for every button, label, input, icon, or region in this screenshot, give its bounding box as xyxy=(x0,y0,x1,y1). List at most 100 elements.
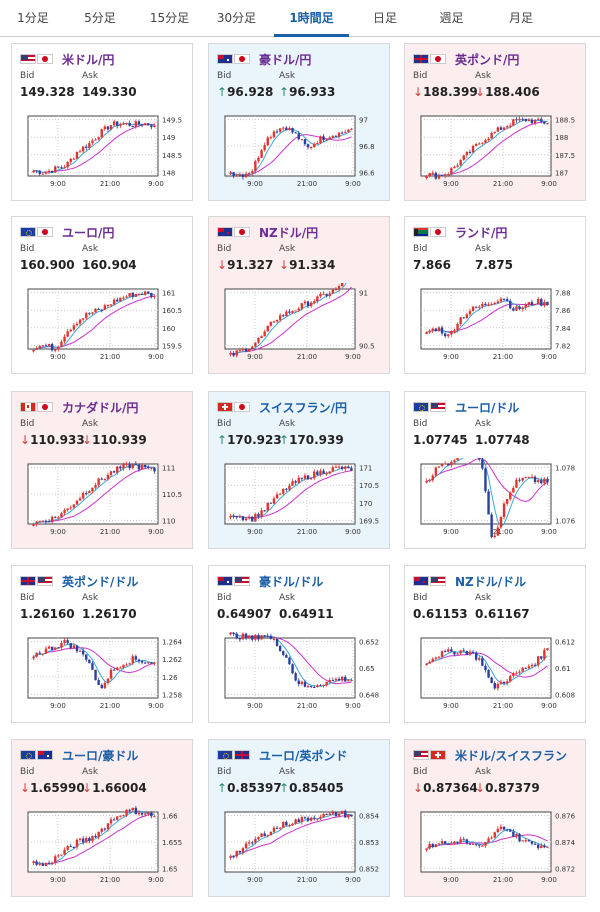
tab-5[interactable]: 日足 xyxy=(372,11,397,25)
pair-name[interactable]: 英ポンド/ドル xyxy=(62,574,139,589)
candle-body xyxy=(260,510,263,517)
tab-0[interactable]: 1分足 xyxy=(17,11,49,25)
candle-body xyxy=(153,467,156,472)
candle-body xyxy=(484,468,487,492)
candle-body xyxy=(131,656,134,664)
rate-card[interactable]: ユーロ/円 Bid Ask 160.900 160.904 161 160.5 160 159.… xyxy=(11,216,193,374)
pair-name[interactable]: ユーロ/ドル xyxy=(455,400,520,415)
candle-body xyxy=(272,321,276,323)
rate-card[interactable]: NZドル/円 Bid Ask ↓91.327 ↓91.334 91 90.5 9:00 21:0… xyxy=(208,216,390,374)
pair-name[interactable]: ユーロ/円 xyxy=(62,225,115,240)
x-tick-label: 9:00 xyxy=(541,528,557,536)
candle-body xyxy=(459,159,462,166)
candle-body xyxy=(478,658,481,660)
candle-body xyxy=(450,168,453,175)
bid-label: Bid xyxy=(20,419,35,429)
rate-card[interactable]: ランド/円 Bid Ask 7.866 7.875 7.88 7.86 7.84 7.82 9:0… xyxy=(404,216,586,374)
x-tick-label: 9:00 xyxy=(148,702,164,710)
candle-body xyxy=(143,464,147,468)
candle-body xyxy=(137,121,141,125)
y-tick-label: 0.608 xyxy=(555,691,575,699)
arrow-up-icon: ↑ xyxy=(279,781,290,795)
pair-name[interactable]: 英ポンド/円 xyxy=(455,52,520,67)
candle-body xyxy=(278,315,282,320)
candle-body xyxy=(38,346,41,349)
candle-body xyxy=(443,841,447,844)
candle-body xyxy=(147,467,150,469)
candle-body xyxy=(331,680,335,682)
ma-long-line xyxy=(426,458,548,503)
tab-3[interactable]: 30分足 xyxy=(216,11,257,25)
ask-label: Ask xyxy=(475,593,492,603)
rate-card[interactable]: ユーロ/英ポンド Bid Ask ↑0.85397 ↑0.85405 0.854 0.853… xyxy=(208,739,390,897)
rate-card[interactable]: カナダドル/円 Bid Ask ↓110.933 ↓110.939 111 110.5 110… xyxy=(11,391,193,549)
rate-card[interactable]: 米ドル/スイスフラン Bid Ask ↓0.87364 ↓0.87379 0.876 0.8… xyxy=(404,739,586,897)
candle-body xyxy=(530,476,534,478)
ma-short-line xyxy=(230,812,352,857)
pair-name[interactable]: 豪ドル/円 xyxy=(259,52,312,67)
candle-body xyxy=(294,481,297,483)
pair-name[interactable]: 豪ドル/ドル xyxy=(259,574,324,589)
pair-name[interactable]: ユーロ/豪ドル xyxy=(62,748,139,763)
tab-1[interactable]: 5分足 xyxy=(84,11,116,25)
candle-body xyxy=(509,675,512,682)
candle-body xyxy=(527,476,531,478)
pair-name[interactable]: ランド/円 xyxy=(455,225,508,240)
candle-body xyxy=(434,467,438,476)
x-tick-label: 21:00 xyxy=(297,876,317,884)
candle-body xyxy=(334,135,338,137)
candle-body xyxy=(337,466,341,468)
tab-2[interactable]: 15分足 xyxy=(149,11,190,25)
candle-body xyxy=(238,174,242,176)
candle-body xyxy=(100,478,103,480)
bid-label: Bid xyxy=(413,767,428,777)
rate-card[interactable]: 英ポンド/円 Bid Ask ↓188.399 ↓188.406 188.5 188 187.… xyxy=(404,43,586,201)
candle-body xyxy=(35,521,38,525)
y-tick-label: 1.258 xyxy=(162,691,182,699)
flag-ca-icon xyxy=(20,402,36,412)
candle-body xyxy=(515,672,518,674)
candle-body xyxy=(347,814,350,818)
candle-body xyxy=(533,119,537,124)
chart-frame xyxy=(224,637,356,699)
y-tick-label: 1.26 xyxy=(162,674,178,682)
pair-name[interactable]: NZドル/円 xyxy=(259,225,319,240)
tab-6[interactable]: 週足 xyxy=(439,11,464,25)
rate-card[interactable]: ユーロ/豪ドル Bid Ask ↓1.65990 ↓1.66004 1.66 1.655 1.… xyxy=(11,739,193,897)
rate-card[interactable]: 英ポンド/ドル Bid Ask 1.26160 1.26170 1.264 1.262 1.2… xyxy=(11,565,193,723)
candle-body xyxy=(484,303,487,306)
pair-name[interactable]: NZドル/ドル xyxy=(455,574,527,589)
tab-4[interactable]: 1時間足 xyxy=(268,0,355,37)
candle-body xyxy=(533,843,537,845)
pair-name[interactable]: 米ドル/円 xyxy=(62,52,115,67)
pair-name[interactable]: 米ドル/スイスフラン xyxy=(455,748,568,763)
tab-7[interactable]: 月足 xyxy=(508,11,533,25)
candle-body xyxy=(78,151,82,153)
rate-card[interactable]: 豪ドル/ドル Bid Ask 0.64907 0.64911 0.652 0.65 0.648… xyxy=(208,565,390,723)
candle-body xyxy=(487,670,490,678)
ask-value: 160.904 xyxy=(82,258,137,272)
candle-body xyxy=(316,143,319,145)
pair-name[interactable]: ユーロ/英ポンド xyxy=(259,748,348,763)
candle-body xyxy=(509,829,512,832)
rate-card[interactable]: 豪ドル/円 Bid Ask ↑96.928 ↑96.933 97 96.8 96.6 9:00 2… xyxy=(208,43,390,201)
candle-body xyxy=(125,664,128,666)
candle-body xyxy=(116,466,119,473)
rate-card[interactable]: スイスフラン/円 Bid Ask ↑170.923 ↑170.939 171 170.5 17… xyxy=(208,391,390,549)
candle-body xyxy=(471,306,475,312)
pair-name[interactable]: スイスフラン/円 xyxy=(259,400,348,415)
y-tick-label: 149.5 xyxy=(162,117,182,125)
candle-body xyxy=(269,831,273,836)
rate-card[interactable]: NZドル/ドル Bid Ask 0.61153 0.61167 0.612 0.61 0.60… xyxy=(404,565,586,723)
candle-body xyxy=(505,126,509,128)
chart-frame xyxy=(224,811,356,873)
candle-body xyxy=(540,845,543,849)
candle-body xyxy=(229,516,232,518)
rate-card[interactable]: 米ドル/円 Bid Ask 149.328 149.330 149.5 149 148.5 14… xyxy=(11,43,193,201)
rate-card[interactable]: ユーロ/ドル Bid Ask 1.07745 1.07748 1.078 1.076 9:00… xyxy=(404,391,586,549)
pair-name[interactable]: カナダドル/円 xyxy=(62,400,139,415)
candle-body xyxy=(153,125,156,128)
bid-value: 1.07745 xyxy=(413,433,468,447)
flag-gb-icon xyxy=(20,576,36,586)
candle-body xyxy=(147,291,150,293)
